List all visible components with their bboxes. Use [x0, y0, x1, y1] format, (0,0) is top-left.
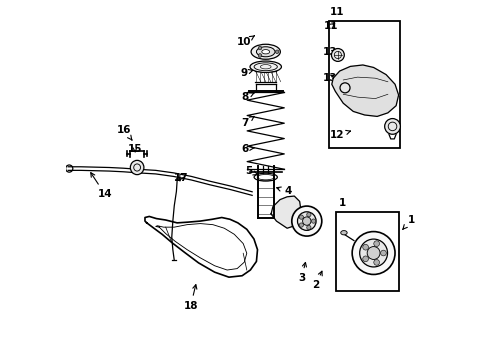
- Circle shape: [385, 118, 400, 134]
- Text: 15: 15: [128, 144, 142, 154]
- Bar: [336, 212, 398, 291]
- Circle shape: [299, 215, 303, 219]
- Circle shape: [331, 49, 344, 62]
- Text: 18: 18: [183, 285, 198, 311]
- Bar: [329, 21, 400, 148]
- Circle shape: [258, 54, 262, 57]
- Ellipse shape: [130, 160, 144, 175]
- Circle shape: [312, 219, 316, 223]
- Circle shape: [292, 206, 322, 236]
- Ellipse shape: [262, 50, 270, 54]
- Text: 17: 17: [173, 173, 188, 183]
- Circle shape: [275, 50, 279, 54]
- Text: 1: 1: [403, 215, 415, 229]
- Circle shape: [374, 241, 379, 247]
- Ellipse shape: [250, 61, 281, 72]
- Text: 14: 14: [91, 173, 112, 199]
- Ellipse shape: [341, 231, 347, 235]
- Text: 11: 11: [323, 21, 338, 31]
- Text: 11: 11: [330, 7, 345, 17]
- Circle shape: [340, 83, 350, 93]
- Ellipse shape: [251, 44, 280, 59]
- Text: 12: 12: [330, 130, 350, 140]
- Text: 7: 7: [241, 116, 254, 128]
- Circle shape: [297, 212, 316, 230]
- Circle shape: [352, 231, 395, 274]
- Circle shape: [299, 223, 303, 227]
- Circle shape: [381, 250, 386, 256]
- Polygon shape: [271, 196, 301, 228]
- Text: 4: 4: [277, 186, 292, 197]
- Circle shape: [367, 247, 380, 260]
- Text: 8: 8: [242, 92, 254, 102]
- Text: 5: 5: [245, 166, 258, 176]
- Text: 10: 10: [237, 36, 254, 48]
- Ellipse shape: [256, 47, 275, 57]
- Circle shape: [303, 217, 311, 225]
- Circle shape: [363, 244, 368, 250]
- Text: 16: 16: [117, 125, 132, 140]
- Circle shape: [374, 260, 379, 265]
- Text: 9: 9: [241, 68, 253, 78]
- Text: 13: 13: [323, 73, 337, 83]
- Circle shape: [258, 46, 262, 50]
- Text: 13: 13: [323, 47, 340, 57]
- Text: 3: 3: [298, 262, 306, 283]
- Polygon shape: [332, 65, 398, 116]
- Circle shape: [307, 225, 311, 230]
- Circle shape: [307, 212, 311, 217]
- Circle shape: [360, 239, 388, 267]
- Text: 6: 6: [242, 144, 254, 154]
- Circle shape: [363, 256, 368, 262]
- Text: 2: 2: [312, 271, 322, 291]
- Text: 1: 1: [339, 198, 346, 208]
